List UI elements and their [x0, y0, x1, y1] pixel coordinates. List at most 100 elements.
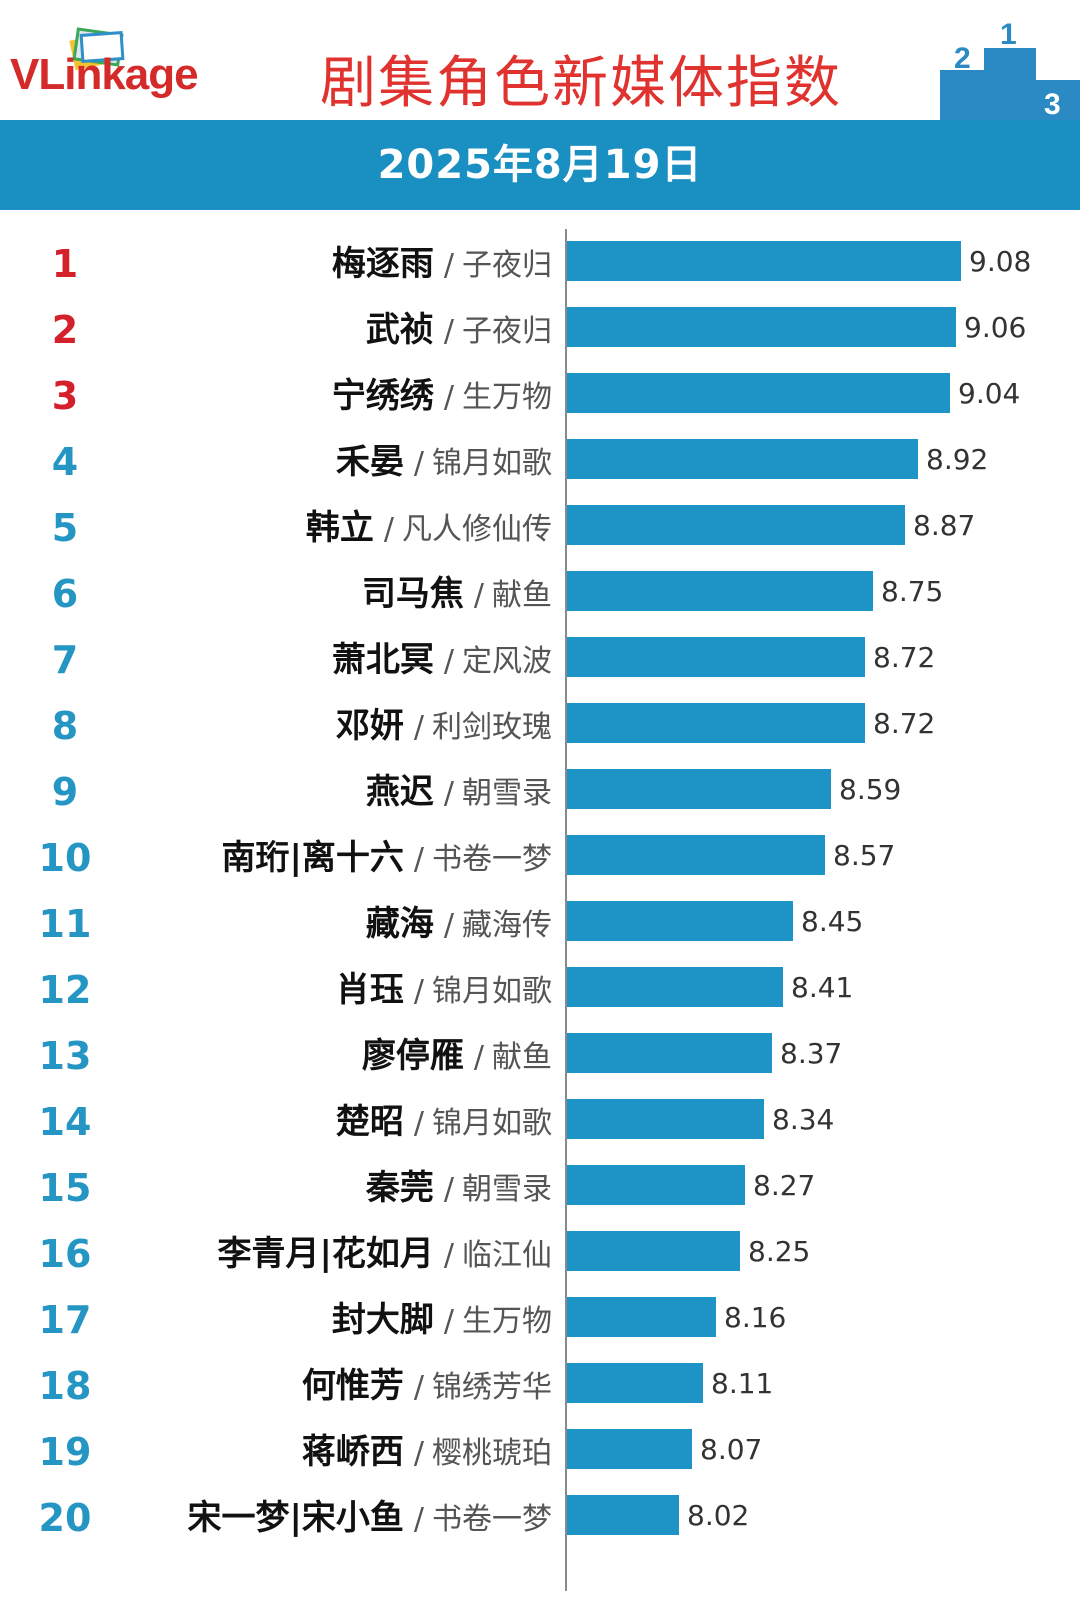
rank-number: 13	[38, 1034, 92, 1078]
chart-row: 20 宋一梦|宋小鱼 / 书卷一梦 8.02	[0, 1485, 1080, 1551]
chart-row: 7 萧北冥 / 定风波 8.72	[0, 627, 1080, 693]
category-label: 何惟芳 / 锦绣芳华	[302, 1353, 552, 1419]
category-label: 李青月|花如月 / 临江仙	[217, 1221, 552, 1287]
rank-number: 15	[38, 1166, 92, 1210]
bar	[567, 1165, 745, 1205]
category-label: 宋一梦|宋小鱼 / 书卷一梦	[187, 1485, 552, 1551]
bar	[567, 901, 793, 941]
page-title: 剧集角色新媒体指数	[320, 51, 842, 116]
drama-title: 生万物	[462, 380, 552, 415]
bar	[567, 1429, 692, 1469]
drama-title: 樱桃琥珀	[432, 1436, 552, 1471]
value-label: 8.87	[913, 509, 976, 542]
logo-text-bold: VLink	[10, 50, 126, 99]
bar	[567, 505, 905, 545]
value-label: 9.08	[969, 245, 1032, 278]
separator: /	[413, 710, 424, 745]
category-label: 韩立 / 凡人修仙传	[306, 495, 552, 561]
separator: /	[443, 1172, 454, 1207]
character-name: 封大脚	[331, 1300, 434, 1340]
drama-title: 凡人修仙传	[402, 512, 552, 547]
rank-number: 8	[51, 704, 79, 748]
separator: /	[413, 842, 424, 877]
category-label: 封大脚 / 生万物	[332, 1287, 552, 1353]
rank-number: 19	[38, 1430, 92, 1474]
separator: /	[443, 776, 454, 811]
category-label: 萧北冥 / 定风波	[332, 627, 552, 693]
bar	[567, 1099, 764, 1139]
podium-number-1: 1	[1000, 18, 1017, 51]
character-name: 楚昭	[335, 1102, 404, 1142]
podium-number-3: 3	[1044, 88, 1061, 120]
value-label: 8.16	[724, 1301, 787, 1334]
drama-title: 锦绣芳华	[432, 1370, 552, 1405]
bar	[567, 835, 825, 875]
drama-title: 书卷一梦	[432, 842, 552, 877]
chart-row: 2 武祯 / 子夜归 9.06	[0, 297, 1080, 363]
chart-row: 10 南珩|离十六 / 书卷一梦 8.57	[0, 825, 1080, 891]
character-name: 韩立	[305, 508, 374, 548]
separator: /	[443, 908, 454, 943]
separator: /	[443, 314, 454, 349]
value-label: 8.37	[780, 1037, 843, 1070]
category-label: 南珩|离十六 / 书卷一梦	[221, 825, 552, 891]
bar	[567, 967, 783, 1007]
separator: /	[413, 974, 424, 1009]
value-label: 8.72	[873, 641, 936, 674]
chart-row: 1 梅逐雨 / 子夜归 9.08	[0, 231, 1080, 297]
separator: /	[443, 1238, 454, 1273]
separator: /	[473, 1040, 484, 1075]
character-name: 秦莞	[365, 1168, 434, 1208]
logo-text-rest: age	[124, 50, 199, 99]
separator: /	[413, 1106, 424, 1141]
separator: /	[383, 512, 394, 547]
drama-title: 生万物	[462, 1304, 552, 1339]
drama-title: 藏海传	[462, 908, 552, 943]
bar	[567, 241, 961, 281]
logo-text: VLinkage	[10, 50, 199, 100]
character-name: 宋一梦|宋小鱼	[187, 1498, 404, 1538]
bar	[567, 571, 873, 611]
character-name: 司马焦	[361, 574, 464, 614]
drama-title: 子夜归	[462, 248, 552, 283]
bar	[567, 1297, 716, 1337]
character-name: 李青月|花如月	[217, 1234, 434, 1274]
axis-line	[565, 229, 567, 1591]
value-label: 8.92	[926, 443, 989, 476]
separator: /	[443, 380, 454, 415]
character-name: 武祯	[365, 310, 434, 350]
drama-title: 锦月如歌	[432, 446, 552, 481]
chart-row: 3 宁绣绣 / 生万物 9.04	[0, 363, 1080, 429]
bar	[567, 769, 831, 809]
character-name: 宁绣绣	[331, 376, 434, 416]
value-label: 8.57	[833, 839, 896, 872]
vlinkage-logo: VLinkage	[10, 22, 240, 102]
value-label: 8.45	[801, 905, 864, 938]
category-label: 楚昭 / 锦月如歌	[336, 1089, 552, 1155]
character-name: 廖停雁	[361, 1036, 464, 1076]
rank-number: 16	[38, 1232, 92, 1276]
chart-row: 8 邓妍 / 利剑玫瑰 8.72	[0, 693, 1080, 759]
value-label: 9.06	[964, 311, 1027, 344]
logo-cards-icon	[69, 27, 125, 71]
character-name: 藏海	[365, 904, 434, 944]
drama-title: 书卷一梦	[432, 1502, 552, 1537]
separator: /	[443, 1304, 454, 1339]
bar	[567, 703, 865, 743]
rank-number: 20	[38, 1496, 92, 1540]
category-label: 邓妍 / 利剑玫瑰	[336, 693, 552, 759]
separator: /	[443, 644, 454, 679]
rank-number: 4	[51, 440, 79, 484]
rank-number: 6	[51, 572, 79, 616]
separator: /	[413, 446, 424, 481]
bar	[567, 1033, 772, 1073]
character-name: 蒋峤西	[301, 1432, 404, 1472]
category-label: 秦莞 / 朝雪录	[366, 1155, 552, 1221]
rank-number: 12	[38, 968, 92, 1012]
value-label: 8.72	[873, 707, 936, 740]
chart-row: 17 封大脚 / 生万物 8.16	[0, 1287, 1080, 1353]
podium-number-2: 2	[954, 42, 971, 75]
value-label: 8.02	[687, 1499, 750, 1532]
character-name: 梅逐雨	[331, 244, 434, 284]
bar	[567, 637, 865, 677]
